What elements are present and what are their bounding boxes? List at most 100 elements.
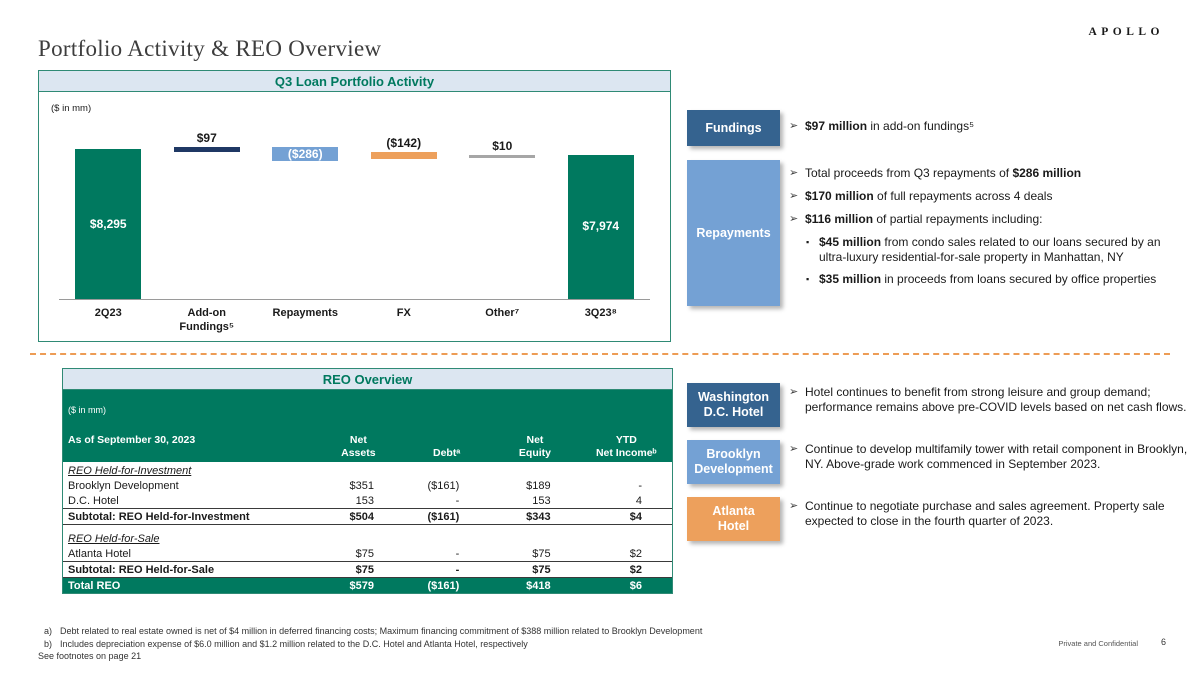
atlanta-hotel-tag-box: Atlanta Hotel: [687, 497, 780, 541]
cell-value: $504: [312, 508, 405, 526]
reo-overview-panel: REO Overview ($ in mm) As of September 3…: [62, 368, 673, 595]
brooklyn-bullets: ➢ Continue to develop multifamily tower …: [789, 442, 1189, 480]
bullet-item: ➢ $116 million of partial repayments inc…: [789, 212, 1189, 227]
cell-value: $418: [489, 577, 581, 594]
bullet-item: ➢ Hotel continues to benefit from strong…: [789, 385, 1189, 415]
waterfall-chart: $8,295 2Q23 $97 Add-on Fundings⁵ ($286) Repay…: [59, 107, 650, 339]
chart-column: ($286) Repayments: [256, 107, 355, 339]
row-label: Brooklyn Development: [68, 479, 179, 492]
x-axis-label: 3Q23⁸: [584, 307, 617, 319]
bar-value-label: ($142): [386, 136, 422, 151]
reo-row-data: D.C. Hotel 153 - 153 4: [63, 493, 672, 509]
repayments-tag-box: Repayments: [687, 160, 780, 306]
row-label: Subtotal: REO Held-for-Investment: [63, 508, 313, 526]
waterfall-bar: [75, 149, 142, 299]
section-label: REO Held-for-Investment: [68, 464, 192, 477]
cell-value: ($161): [427, 479, 460, 492]
confidential-label: Private and Confidential: [1058, 639, 1138, 648]
x-axis-label: Other⁷: [485, 307, 520, 319]
brooklyn-development-tag-box: Brooklyn Development: [687, 440, 780, 484]
row-label: Total REO: [63, 577, 313, 594]
arrow-bullet-icon: ➢: [789, 213, 799, 225]
dashed-divider: [30, 353, 1170, 355]
footnote-a-label: a): [44, 626, 53, 636]
chart-column: $8,295 2Q23: [59, 107, 158, 339]
reo-panel-title: REO Overview: [63, 369, 672, 390]
chart-units-label: ($ in mm): [51, 103, 92, 114]
bullet-text: $116 million of partial repayments inclu…: [805, 212, 1043, 226]
bullet-text: $170 million of full repayments across 4…: [805, 189, 1053, 203]
cell-value: 153: [355, 494, 375, 507]
cell-value: $75: [489, 561, 581, 579]
reo-table: ($ in mm) As of September 30, 2023 Net A…: [63, 390, 672, 594]
cell-value: -: [404, 561, 490, 579]
bar-value-label: $10: [492, 138, 513, 153]
bullet-text: $97 million in add-on fundings⁵: [805, 119, 975, 133]
header-debt: Debtᵃ: [404, 390, 490, 462]
x-axis-label: FX: [396, 307, 411, 319]
sub-bullet-item: ▪ $45 million from condo sales related t…: [806, 235, 1189, 265]
square-bullet-icon: ▪: [806, 237, 810, 247]
waterfall-bar: [272, 147, 339, 162]
reo-row-subtotal: Subtotal: REO Held-for-Investment $504 ($1…: [63, 508, 672, 526]
bar-value-label: ($286): [287, 146, 323, 161]
waterfall-bar: [173, 147, 240, 152]
footnote-a: a) Debt related to real estate owned is …: [38, 625, 818, 638]
bar-value-label: $7,974: [582, 219, 620, 234]
footnote-b: b) Includes depreciation expense of $6.0…: [38, 638, 818, 651]
reo-row-data: Atlanta Hotel $75 - $75 $2: [63, 546, 672, 562]
cell-value: 4: [635, 494, 642, 507]
cell-value: -: [455, 547, 460, 560]
arrow-bullet-icon: ➢: [789, 443, 799, 455]
header-net-assets: Net Assets: [312, 390, 405, 462]
repayments-bullets: ➢ Total proceeds from Q3 repayments of $…: [789, 166, 1189, 294]
row-label: Subtotal: REO Held-for-Sale: [63, 561, 313, 579]
square-bullet-icon: ▪: [806, 274, 810, 284]
header-date: As of September 30, 2023: [68, 433, 196, 446]
atlanta-bullets: ➢ Continue to negotiate purchase and sal…: [789, 499, 1189, 537]
reo-row-section: REO Held-for-Sale: [63, 530, 672, 547]
bullet-text: Hotel continues to benefit from strong l…: [805, 385, 1187, 414]
cell-value: -: [638, 479, 642, 492]
bar-value-label: $8,295: [89, 216, 127, 231]
bullet-text: Continue to develop multifamily tower wi…: [805, 442, 1188, 471]
footnote-b-label: b): [44, 638, 53, 649]
x-axis-label: Add-on Fundings⁵: [179, 307, 235, 333]
page-number: 6: [1160, 637, 1166, 647]
waterfall-bar: [469, 154, 536, 158]
bullet-item: ➢ Continue to negotiate purchase and sal…: [789, 499, 1189, 529]
reo-row-data: Brooklyn Development $351 ($161) $189 -: [63, 478, 672, 493]
row-label: Atlanta Hotel: [68, 547, 131, 560]
arrow-bullet-icon: ➢: [789, 167, 799, 179]
cell-value: $75: [532, 547, 551, 560]
cell-value: $6: [580, 577, 672, 594]
chart-column: $97 Add-on Fundings⁵: [158, 107, 257, 339]
bullet-item: ➢ Total proceeds from Q3 repayments of $…: [789, 166, 1189, 181]
arrow-bullet-icon: ➢: [789, 190, 799, 202]
bullet-item: ➢ $97 million in add-on fundings⁵: [789, 119, 1189, 134]
footnote-see: See footnotes on page 21: [38, 651, 142, 662]
header-asof: ($ in mm) As of September 30, 2023: [63, 390, 313, 462]
bullet-item: ➢ $170 million of full repayments across…: [789, 189, 1189, 204]
reo-header-row: ($ in mm) As of September 30, 2023 Net A…: [63, 390, 672, 462]
cell-value: $75: [312, 561, 405, 579]
sub-bullet-item: ▪ $35 million in proceeds from loans sec…: [806, 272, 1189, 287]
header-ytd-net-income: YTD Net Incomeᵇ: [580, 390, 672, 462]
chart-column: ($142) FX: [355, 107, 454, 339]
cell-value: $189: [526, 479, 551, 492]
row-label: D.C. Hotel: [68, 494, 119, 507]
cell-value: ($161): [404, 577, 490, 594]
chart-column: $10 Other⁷: [453, 107, 552, 339]
arrow-bullet-icon: ➢: [789, 386, 799, 398]
bullet-text: $35 million in proceeds from loans secur…: [819, 272, 1157, 286]
cell-value: $75: [355, 547, 375, 560]
reo-row-section: REO Held-for-Investment: [63, 462, 672, 479]
apollo-logo: APOLLO: [1088, 26, 1164, 38]
section-label: REO Held-for-Sale: [68, 532, 160, 545]
bullet-text: Total proceeds from Q3 repayments of $28…: [805, 166, 1082, 180]
x-axis-label: 2Q23: [94, 307, 122, 319]
footnotes: a) Debt related to real estate owned is …: [38, 625, 818, 663]
cell-value: $351: [349, 479, 375, 492]
x-axis-label: Repayments: [272, 307, 338, 319]
